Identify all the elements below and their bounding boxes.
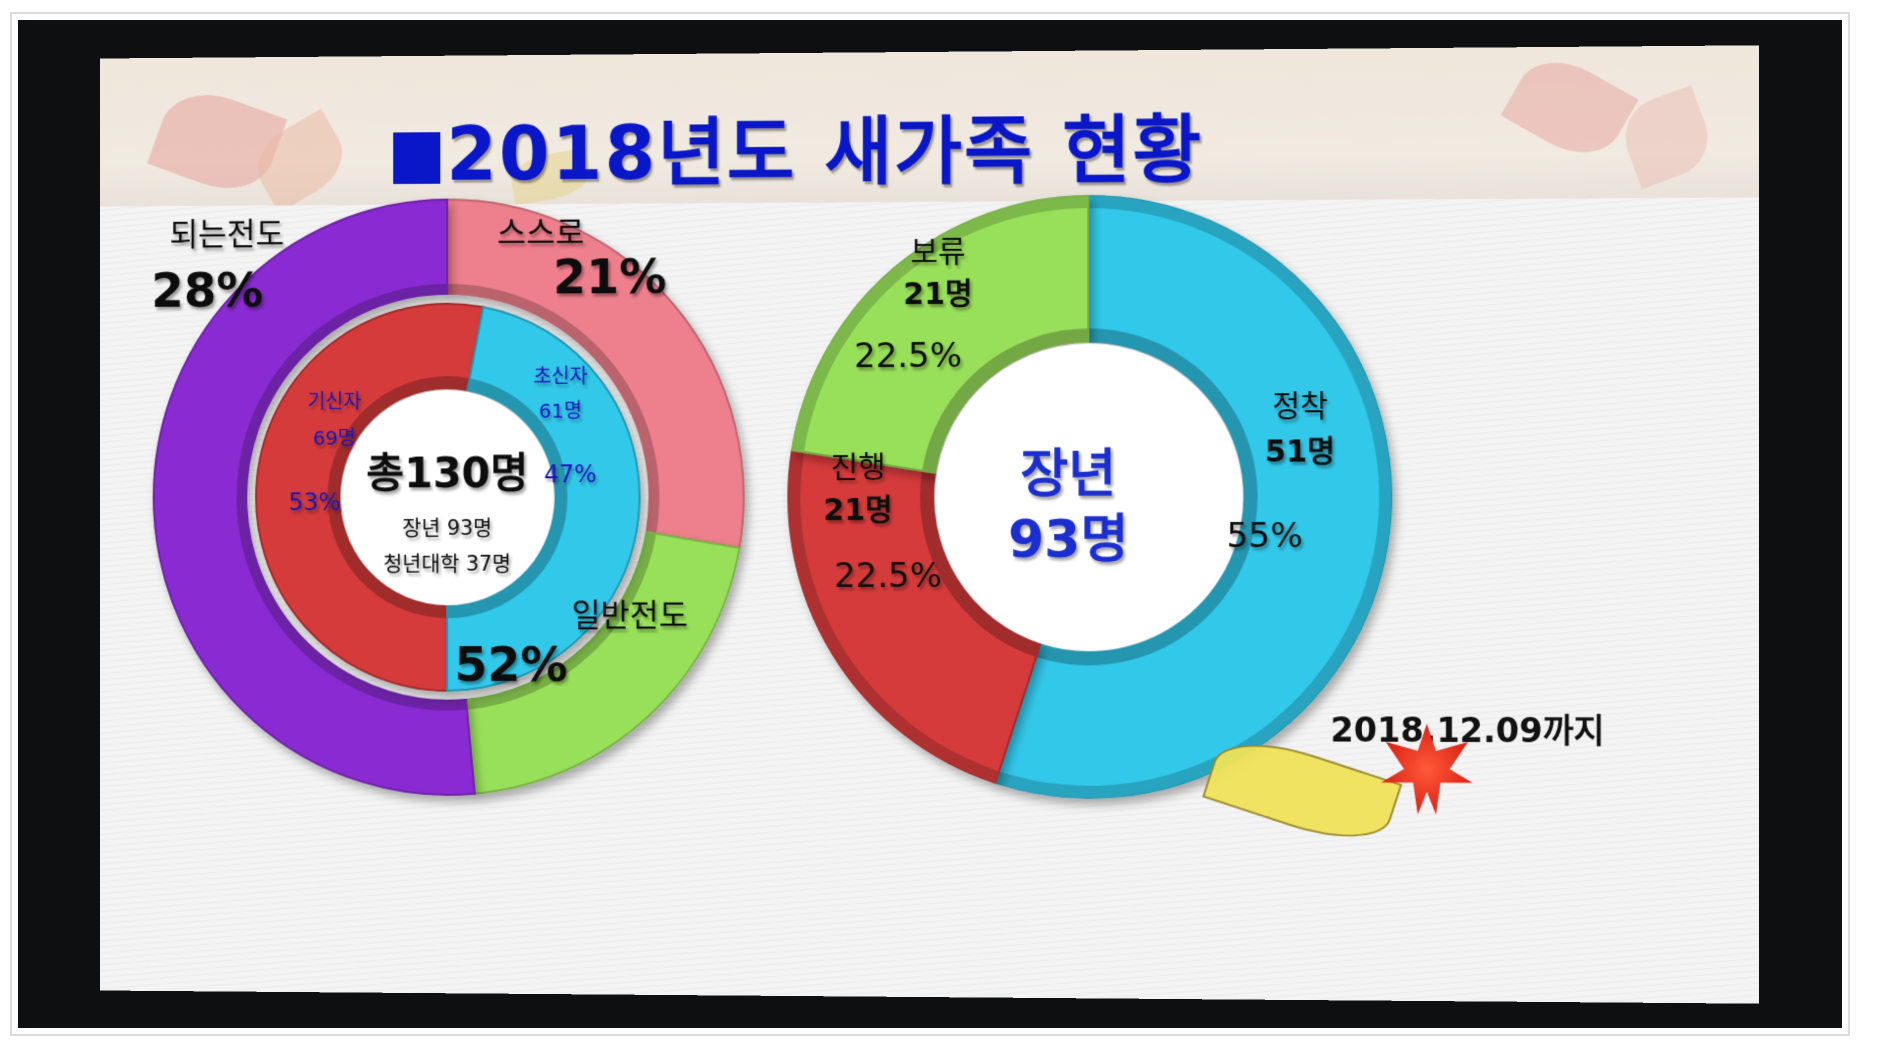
slice-label-2: 진행	[831, 450, 886, 485]
outer-percent-1: 28%	[151, 264, 263, 319]
inner-count-2: 61명	[539, 400, 582, 423]
inner-percent-1: 53%	[289, 488, 341, 516]
charts-svg: 총130명장년 93명청년대학 37명되는전도28%스스로21%일반전도52%기…	[100, 45, 1759, 1003]
slice-percent-1: 55%	[1227, 516, 1303, 556]
outer-percent-2: 21%	[553, 250, 667, 306]
chart-source: 총130명장년 93명청년대학 37명 되는전도 28% 스스로21% 일반전도52% 기…	[151, 198, 743, 796]
center-total: 총130명	[366, 448, 528, 497]
inner-count-1: 69명	[313, 427, 356, 450]
date-note: 2018.12.09까지	[1330, 703, 1604, 752]
outer-label-2: 스스로	[497, 216, 584, 252]
slice-count-1: 51명	[1265, 434, 1335, 470]
photo-frame: 2018년도 새가족 현황 총130명 장년 93명 청년대학 37명 되는전도 28%…	[12, 14, 1848, 1034]
chart-adults: 장년93명 정착 51명 55% 진행 21명 22.5% 보류 21명 22.5%	[788, 194, 1391, 799]
slice-count-2: 21명	[824, 493, 893, 528]
slice-percent-3: 22.5%	[854, 336, 962, 376]
projected-slide: 2018년도 새가족 현황 총130명 장년 93명 청년대학 37명 되는전도 28%…	[100, 45, 1759, 1003]
outer-label-3: 일반전도	[572, 598, 688, 634]
inner-percent-2: 47%	[544, 460, 597, 488]
inner-label-2: 초신자	[533, 365, 587, 388]
center-line2: 93명	[1008, 510, 1129, 571]
center-line2: 청년대학 37명	[383, 552, 511, 576]
outer-percent-3: 52%	[455, 638, 568, 693]
slice-count-3: 21명	[903, 277, 972, 313]
center-line1: 장년 93명	[402, 516, 492, 540]
slice-label-1: 정착	[1272, 389, 1328, 425]
center-line1: 장년	[1020, 444, 1116, 505]
slice-label-3: 보류	[910, 235, 965, 271]
slice-percent-2: 22.5%	[834, 556, 942, 595]
outer-label-1: 되는전도	[169, 217, 284, 253]
inner-label-1: 기신자	[307, 390, 361, 413]
